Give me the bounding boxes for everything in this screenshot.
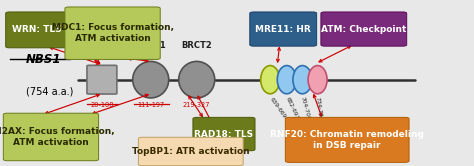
FancyBboxPatch shape (138, 137, 243, 166)
FancyBboxPatch shape (3, 113, 99, 161)
FancyBboxPatch shape (321, 12, 407, 46)
Ellipse shape (293, 66, 312, 94)
Text: FHA: FHA (92, 41, 111, 50)
Text: NBS1: NBS1 (26, 53, 62, 66)
Text: 734-754: 734-754 (315, 96, 323, 121)
Text: MDC1: Focus formation,
ATM activation: MDC1: Focus formation, ATM activation (52, 23, 173, 43)
Ellipse shape (133, 61, 169, 98)
Text: 704-708: 704-708 (300, 96, 311, 121)
Text: (754 a.a.): (754 a.a.) (26, 86, 73, 96)
Text: RAD18: TLS: RAD18: TLS (194, 129, 254, 139)
Text: 639-669: 639-669 (268, 96, 286, 119)
FancyBboxPatch shape (285, 117, 409, 162)
Text: 682-693: 682-693 (284, 96, 300, 121)
Text: MRE11: HR: MRE11: HR (255, 25, 311, 34)
FancyBboxPatch shape (193, 117, 255, 151)
FancyBboxPatch shape (87, 65, 117, 94)
Text: 111-197: 111-197 (137, 102, 164, 108)
Text: BRCT1: BRCT1 (136, 41, 166, 50)
Text: WRN: TLS: WRN: TLS (12, 25, 62, 34)
Ellipse shape (261, 66, 280, 94)
Text: TopBP1: ATR activation: TopBP1: ATR activation (132, 147, 250, 156)
Ellipse shape (179, 61, 215, 98)
Text: RNF20: Chromatin remodeling
in DSB repair: RNF20: Chromatin remodeling in DSB repai… (270, 130, 424, 150)
Text: 219-327: 219-327 (183, 102, 210, 108)
Ellipse shape (308, 66, 327, 94)
FancyBboxPatch shape (250, 12, 317, 46)
Text: γH2AX: Focus formation,
ATM activation: γH2AX: Focus formation, ATM activation (0, 127, 114, 147)
Ellipse shape (277, 66, 296, 94)
Text: BRCT2: BRCT2 (182, 41, 212, 50)
FancyBboxPatch shape (6, 12, 68, 48)
Text: ATM: Checkpoint: ATM: Checkpoint (321, 25, 407, 34)
FancyBboxPatch shape (65, 7, 160, 59)
Text: 20-108: 20-108 (90, 102, 114, 108)
